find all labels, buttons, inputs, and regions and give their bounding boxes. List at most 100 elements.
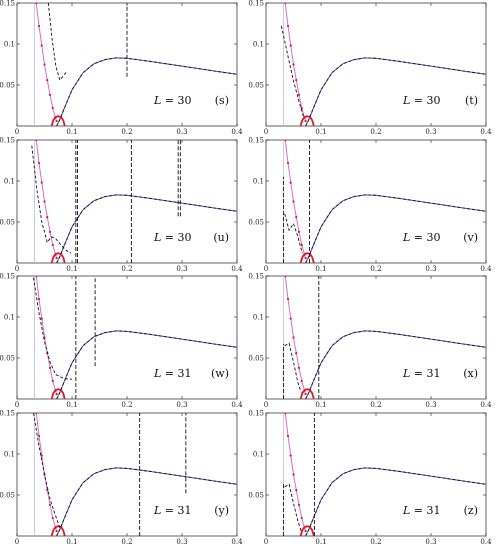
magenta-curve-point — [48, 230, 52, 233]
plot-area — [31, 140, 237, 263]
magenta-curve — [284, 3, 307, 122]
dashed-branch — [33, 277, 73, 380]
x-tick-label: 0.3 — [176, 538, 187, 546]
x-tick-label: 0.1 — [66, 401, 77, 409]
y-tick-label: 0.05 — [0, 219, 15, 227]
x-tick-label: 0.3 — [176, 401, 187, 409]
panel-t: 0 0.1 0.2 0.3 0.4 0.05 0.1 0.15 L = 30 (t) — [248, 0, 492, 136]
magenta-curve-point — [55, 529, 58, 533]
magenta-curve-point — [55, 256, 58, 260]
x-tick-label: 0.2 — [121, 401, 132, 409]
red-overlay-curve — [56, 57, 237, 126]
x-tick-label: 0 — [15, 401, 19, 409]
y-tick-label: 0.05 — [0, 82, 15, 90]
y-tick-label: 0.1 — [4, 451, 15, 459]
magenta-curve-point — [55, 119, 58, 123]
magenta-curve-point — [286, 297, 290, 301]
x-tick-label: 0.3 — [176, 265, 187, 273]
panel-s: 0 0.1 0.2 0.3 0.4 0.05 0.1 0.15 L = 30 (s) — [0, 0, 243, 136]
black-dashed-curve — [56, 467, 237, 536]
magenta-curve-point — [289, 317, 292, 320]
x-tick-label: 0 — [264, 128, 268, 136]
black-dashed-curve — [56, 57, 237, 126]
panel-label: (u) — [213, 231, 229, 244]
panel-label: (s) — [215, 94, 229, 107]
x-tick-label: 0 — [264, 538, 268, 546]
dashed-branch — [284, 213, 303, 254]
magenta-curve-point — [37, 24, 41, 28]
magenta-curve-point — [51, 516, 54, 520]
x-tick-label: 0.4 — [480, 538, 492, 546]
magenta-curve-point — [292, 200, 295, 203]
magenta-curve-point — [51, 106, 54, 110]
magenta-curve-point — [304, 392, 307, 396]
panel-label: (t) — [465, 94, 478, 107]
magenta-curve-point — [300, 516, 303, 520]
magenta-curve-point — [46, 78, 49, 82]
y-tick-label: 0.05 — [248, 355, 264, 363]
dashed-branch — [280, 25, 304, 117]
magenta-curve-point — [35, 3, 38, 5]
plot-area — [33, 413, 237, 536]
plot-area — [283, 413, 486, 536]
magenta-curve-point — [284, 276, 287, 278]
panel-frame — [265, 139, 487, 264]
magenta-curve-point — [55, 392, 58, 396]
x-tick-label: 0.4 — [231, 538, 243, 546]
magenta-curve-point — [37, 161, 41, 165]
magenta-curve-point — [48, 93, 52, 96]
magenta-curve-point — [295, 215, 298, 219]
magenta-curve-point — [295, 488, 298, 492]
magenta-curve-point — [286, 24, 290, 28]
magenta-curve — [284, 140, 307, 259]
x-tick-label: 0.1 — [315, 128, 326, 136]
red-dome — [299, 252, 315, 263]
black-dashed-curve — [56, 194, 237, 263]
black-dashed-curve — [305, 330, 486, 399]
x-tick-label: 0.1 — [315, 401, 326, 409]
y-tick-label: 0.15 — [248, 273, 264, 281]
blue-curve — [305, 194, 486, 263]
magenta-curve-point — [304, 119, 307, 123]
y-tick-label: 0.15 — [0, 273, 15, 281]
y-tick-label: 0.05 — [248, 82, 264, 90]
magenta-curve-point — [48, 503, 52, 506]
magenta-curve-point — [286, 161, 290, 165]
y-tick-label: 0.15 — [0, 410, 15, 418]
panel-frame — [265, 2, 487, 127]
magenta-curve — [35, 276, 58, 395]
magenta-curve — [284, 413, 307, 532]
panel-label: (w) — [211, 367, 229, 380]
y-tick-label: 0.05 — [248, 219, 264, 227]
red-dome — [50, 388, 66, 399]
annotation-label: L = 31 — [402, 504, 441, 517]
x-tick-label: 0.3 — [425, 265, 436, 273]
magenta-curve-point — [48, 366, 52, 369]
x-tick-label: 0.4 — [231, 265, 243, 273]
magenta-curve-point — [300, 243, 303, 247]
magenta-curve-point — [35, 276, 38, 278]
dashed-branch — [47, 3, 67, 82]
x-tick-label: 0.4 — [480, 128, 492, 136]
x-tick-label: 0.3 — [425, 401, 436, 409]
red-dome — [299, 388, 315, 399]
blue-curve — [56, 57, 237, 126]
blue-curve — [305, 330, 486, 399]
y-tick-label: 0.15 — [0, 0, 15, 8]
panel-label: (x) — [463, 367, 478, 380]
red-overlay-curve — [56, 467, 237, 536]
x-tick-label: 0 — [15, 538, 19, 546]
x-tick-label: 0.2 — [121, 128, 132, 136]
plot-area — [283, 140, 486, 263]
magenta-curve-point — [289, 454, 292, 457]
magenta-curve — [35, 3, 58, 122]
annotation-label: L = 30 — [402, 94, 441, 107]
dashed-branch — [31, 145, 72, 254]
magenta-curve-point — [37, 434, 41, 438]
y-tick-label: 0.1 — [4, 178, 15, 186]
magenta-curve-point — [286, 434, 290, 438]
magenta-curve-point — [284, 413, 287, 415]
magenta-curve-point — [43, 200, 46, 203]
x-tick-label: 0 — [15, 128, 19, 136]
